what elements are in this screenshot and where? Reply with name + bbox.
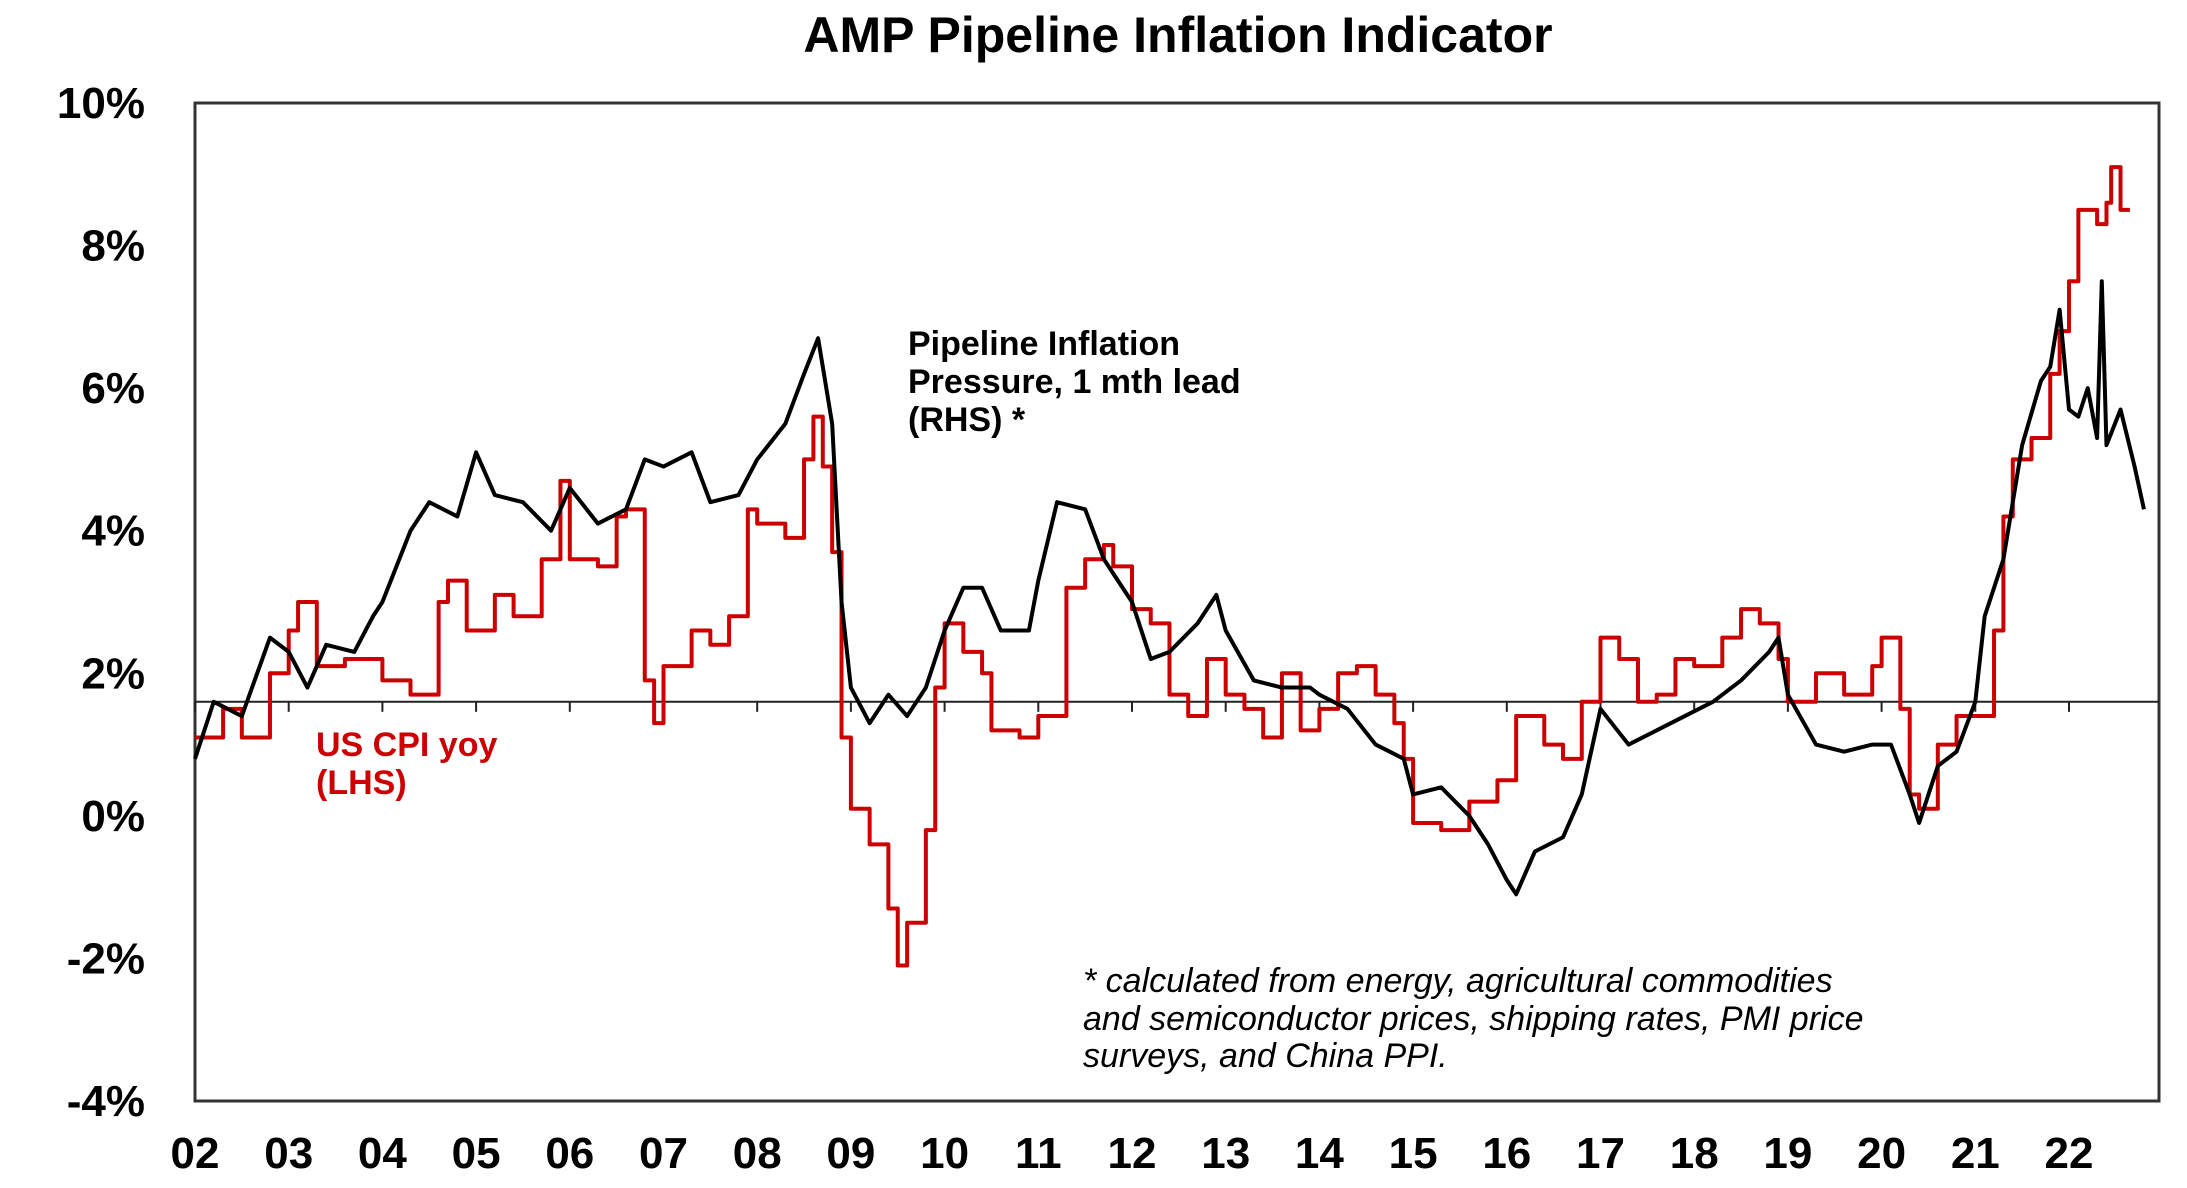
x-tick-label: 05 [452, 1129, 501, 1178]
x-tick-label: 06 [545, 1129, 594, 1178]
y-tick-label: 2% [81, 649, 145, 698]
footnote-line-1: * calculated from energy, agricultural c… [1083, 962, 1833, 1000]
x-tick-label: 21 [1951, 1129, 2000, 1178]
x-tick-label: 16 [1482, 1129, 1531, 1178]
x-tick-label: 08 [733, 1129, 782, 1178]
x-tick-label: 17 [1576, 1129, 1625, 1178]
y-tick-label: 0% [81, 792, 145, 841]
x-tick-label: 18 [1670, 1129, 1719, 1178]
plot-area-frame [193, 101, 2161, 1103]
pipeline-label-line-3: (RHS) * [908, 401, 1026, 439]
x-tick-label: 03 [264, 1129, 313, 1178]
x-tick-label: 02 [171, 1129, 220, 1178]
cpi-label-line-1: US CPI yoy [316, 726, 497, 764]
footnote-line-2: and semiconductor prices, shipping rates… [1083, 1000, 1863, 1038]
x-tick-label: 07 [639, 1129, 688, 1178]
y-tick-label: 8% [81, 222, 145, 271]
pipeline-label-line-2: Pressure, 1 mth lead [908, 363, 1241, 401]
y-tick-label: -2% [67, 934, 145, 983]
x-tick-label: 04 [358, 1129, 407, 1178]
pipeline-label-line-1: Pipeline Inflation [908, 325, 1180, 363]
y-tick-label: 4% [81, 507, 145, 556]
x-tick-label: 13 [1201, 1129, 1250, 1178]
x-tick-label: 12 [1108, 1129, 1157, 1178]
x-tick-label: 10 [920, 1129, 969, 1178]
footnote-line-3: surveys, and China PPI. [1083, 1037, 1448, 1075]
cpi-series-label: US CPI yoy (LHS) [316, 726, 507, 802]
x-tick-label: 22 [2045, 1129, 2094, 1178]
x-tick-label: 15 [1389, 1129, 1438, 1178]
pipeline-series-line [193, 279, 2146, 897]
x-tick-label: 20 [1857, 1129, 1906, 1178]
y-tick-label: -4% [67, 1077, 145, 1126]
y-tick-label: 6% [81, 364, 145, 413]
cpi-label-line-2: (LHS) [316, 764, 407, 802]
footnote: * calculated from energy, agricultural c… [1083, 962, 1873, 1075]
cpi-series-line [195, 165, 2130, 968]
y-tick-label: 10% [57, 79, 145, 128]
x-tick-label: 14 [1295, 1129, 1344, 1178]
x-tick-label: 09 [826, 1129, 875, 1178]
x-tick-label: 19 [1763, 1129, 1812, 1178]
pipeline-series-label: Pipeline Inflation Pressure, 1 mth lead … [908, 325, 1250, 439]
x-tick-label: 11 [1015, 1129, 1062, 1178]
chart-title: AMP Pipeline Inflation Indicator [803, 7, 1552, 63]
